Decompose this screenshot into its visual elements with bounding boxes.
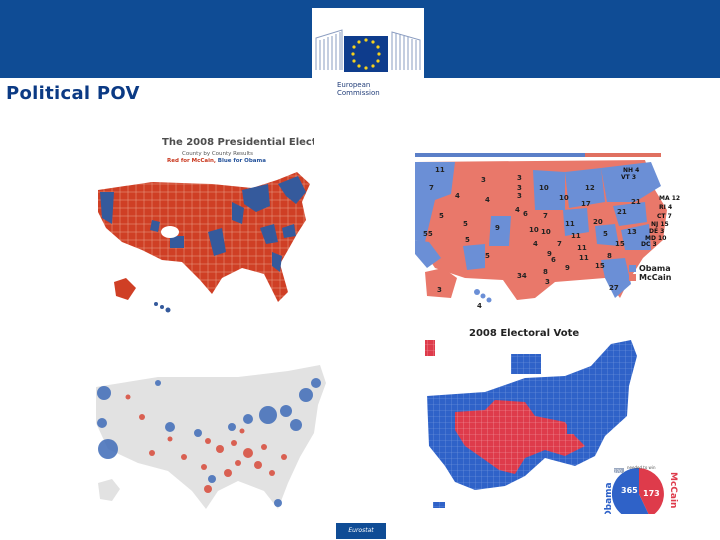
page-title: Political POV — [6, 83, 140, 104]
mccain-legend-label: McCain — [639, 273, 672, 282]
state-label: 11 — [571, 232, 581, 240]
electoral-title: 2008 Electoral Vote — [469, 328, 579, 339]
legend-blue-text: Blue for Obama — [217, 158, 266, 164]
state-label: 8 — [543, 268, 548, 276]
mccain-vote-count: 173 — [643, 489, 660, 498]
state-label: 6 — [551, 256, 556, 264]
county-map-title: The 2008 Presidential Election — [162, 137, 314, 148]
obama-legend-swatch — [629, 265, 636, 272]
state-label: NH 4 — [623, 167, 639, 174]
state-label: 4 — [515, 206, 520, 214]
state-label: 27 — [609, 284, 619, 292]
state-label: RI 4 — [659, 204, 672, 211]
county-map-subtitle: County by County Results — [182, 151, 254, 157]
state-label: 4 — [485, 196, 490, 204]
state-label: 10 — [541, 228, 551, 236]
state-label: 13 — [627, 228, 637, 236]
state-label: 4 — [533, 240, 538, 248]
state-label: 10 — [559, 194, 569, 202]
state-label: 8 — [607, 252, 612, 260]
obama-vote-count: 365 — [621, 486, 638, 495]
state-map-svg: 11 3 3 7 4 4 3 5 3 55 5 9 5 6 10 5 4 7 1… — [415, 153, 680, 310]
state-label: MD 10 — [645, 235, 666, 242]
state-label: 11 — [577, 244, 587, 252]
state-label: 3 — [437, 286, 442, 294]
mccain-pie-label: McCain — [668, 472, 678, 508]
state-label: 11 — [579, 254, 589, 262]
state-label: 7 — [557, 240, 562, 248]
legend-red-text: Red for McCain, — [167, 158, 216, 164]
state-label: 3 — [517, 192, 522, 200]
electoral-vote-cartogram: 2008 Electoral Vote needed to win 270 36… — [415, 326, 711, 514]
state-label: 11 — [565, 220, 575, 228]
org-line-2: Commission — [337, 89, 380, 97]
state-label: MA 12 — [659, 195, 680, 202]
state-label: VT 3 — [621, 174, 636, 181]
needed-value: 270 — [614, 469, 622, 474]
state-label: 55 — [423, 230, 433, 238]
state-label: 9 — [565, 264, 570, 272]
needed-note: needed to win — [627, 465, 656, 470]
county-map-legend: Red for McCain, Blue for Obama — [167, 158, 266, 164]
state-label: 7 — [429, 184, 434, 192]
state-label: 6 — [523, 210, 528, 218]
state-label: 9 — [547, 250, 552, 258]
obama-legend-label: Obama — [639, 264, 671, 273]
state-label: 21 — [617, 208, 627, 216]
state-label: 5 — [603, 230, 608, 238]
bubble-vote-map — [88, 353, 332, 515]
state-label: DE 3 — [649, 228, 664, 235]
state-label: 20 — [593, 218, 603, 226]
state-label: 15 — [595, 262, 605, 270]
state-label: 10 — [539, 184, 549, 192]
org-line-1: European — [337, 81, 371, 89]
state-label: 5 — [439, 212, 444, 220]
state-label: 9 — [495, 224, 500, 232]
state-label: 10 — [529, 226, 539, 234]
state-label: 3 — [481, 176, 486, 184]
county-results-map: The 2008 Presidential Election County by… — [92, 132, 314, 322]
mccain-slice — [639, 468, 664, 514]
state-label: 11 — [435, 166, 445, 174]
state-label: 12 — [585, 184, 595, 192]
obama-pie-label: Obama — [604, 482, 614, 514]
mccain-legend-swatch — [629, 274, 636, 281]
state-label: 3 — [517, 184, 522, 192]
state-label: CT 7 — [657, 213, 672, 220]
state-label: 7 — [543, 212, 548, 220]
state-label: 5 — [463, 220, 468, 228]
state-label: 5 — [465, 236, 470, 244]
state-label: 5 — [485, 252, 490, 260]
state-label: 15 — [615, 240, 625, 248]
state-label: 3 — [545, 278, 550, 286]
eurostat-footer-badge: Eurostat — [336, 523, 386, 539]
state-label: NJ 15 — [651, 221, 669, 228]
obama-slice — [611, 467, 649, 514]
european-commission-label: European Commission — [337, 81, 397, 97]
state-label: 17 — [581, 200, 591, 208]
state-label: DC 3 — [641, 241, 657, 248]
state-label: 21 — [631, 198, 641, 206]
european-commission-logo — [312, 8, 424, 102]
state-label: 3 — [517, 174, 522, 182]
state-label: 34 — [517, 272, 527, 280]
state-label: 4 — [477, 302, 482, 310]
state-electoral-map: 11 3 3 7 4 4 3 5 3 55 5 9 5 6 10 5 4 7 1… — [405, 150, 715, 315]
state-label: 4 — [455, 192, 460, 200]
